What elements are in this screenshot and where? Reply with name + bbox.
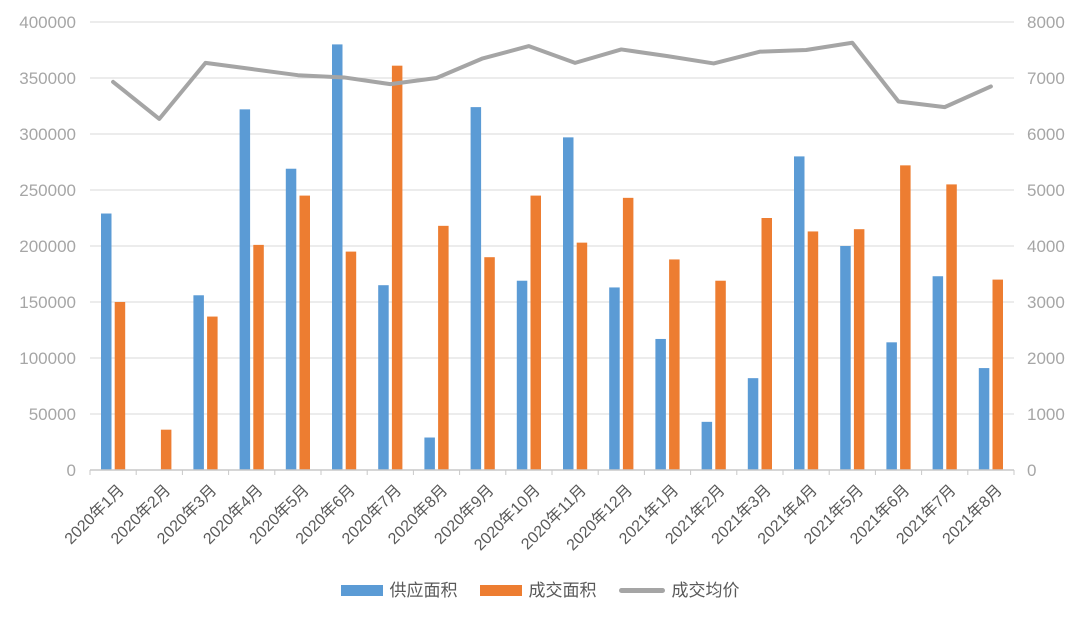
y-axis-right-tick-label: 3000 <box>1027 293 1065 312</box>
bar <box>576 242 588 470</box>
y-axis-left-tick-label: 300000 <box>19 125 76 144</box>
y-axis-left-tick-label: 350000 <box>19 69 76 88</box>
x-axis-labels: 2020年1月2020年2月2020年3月2020年4月2020年5月2020年… <box>61 481 1006 554</box>
y-axis-left-tick-label: 100000 <box>19 349 76 368</box>
bar <box>193 295 204 470</box>
legend-swatch-transaction-area <box>479 585 522 596</box>
bar <box>470 107 482 471</box>
bar <box>424 437 435 470</box>
bar <box>101 213 112 470</box>
y-axis-left-tick-label: 150000 <box>19 293 76 312</box>
y-axis-left-tick-label: 0 <box>67 461 76 480</box>
x-axis <box>89 469 1015 475</box>
bar <box>345 251 357 470</box>
y-axis-right-labels: 0 1000 2000 3000 4000 5000 6000 7000 8000 <box>1027 13 1065 480</box>
y-axis-right-tick-label: 6000 <box>1027 125 1065 144</box>
bar <box>114 302 126 470</box>
legend-item-transaction-area: 成交面积 <box>479 581 597 600</box>
y-axis-right-tick-label: 2000 <box>1027 349 1065 368</box>
bar <box>285 168 297 470</box>
legend-item-average-price: 成交均价 <box>618 581 740 600</box>
y-axis-right-tick-label: 0 <box>1027 461 1036 480</box>
legend-label-average-price: 成交均价 <box>671 581 740 600</box>
y-axis-left-tick-label: 200000 <box>19 237 76 256</box>
bar <box>239 109 251 471</box>
bar <box>332 44 343 471</box>
y-axis-left-tick-label: 50000 <box>29 405 76 424</box>
bars-supply-area <box>101 44 990 471</box>
bar <box>438 225 449 470</box>
gridlines <box>90 21 1014 415</box>
bar <box>932 276 944 470</box>
legend-label-supply-area: 供应面积 <box>389 581 458 600</box>
legend-swatch-average-price <box>618 588 665 593</box>
y-axis-right-tick-label: 8000 <box>1027 13 1065 32</box>
bar <box>946 184 957 470</box>
bar <box>299 195 310 470</box>
bar <box>516 280 528 470</box>
bar <box>853 229 865 470</box>
price-line <box>111 40 993 121</box>
bar <box>747 378 759 470</box>
bar <box>886 342 897 470</box>
bar <box>609 287 620 470</box>
bar <box>207 316 218 470</box>
bar <box>484 257 495 470</box>
chart-legend: 供应面积 成交面积 成交均价 <box>0 582 1080 599</box>
y-axis-right-tick-label: 5000 <box>1027 181 1065 200</box>
bar <box>992 279 1003 470</box>
bar <box>701 421 713 470</box>
y-axis-right-tick-label: 7000 <box>1027 69 1065 88</box>
y-axis-left-tick-label: 250000 <box>19 181 76 200</box>
legend-swatch-supply-area <box>340 585 383 596</box>
bar <box>978 368 990 470</box>
legend-item-supply-area: 供应面积 <box>340 581 458 600</box>
bar <box>669 259 680 470</box>
bar <box>761 218 772 470</box>
legend-label-transaction-area: 成交面积 <box>528 581 597 600</box>
y-axis-left-labels: 0 50000 100000 150000 200000 250000 300000 3500… <box>19 13 76 480</box>
bar <box>655 338 666 470</box>
bar <box>391 65 403 471</box>
y-axis-right-tick-label: 1000 <box>1027 405 1065 424</box>
bar <box>807 231 819 470</box>
bar <box>622 197 634 470</box>
bar <box>794 156 805 470</box>
price-polyline <box>111 40 993 121</box>
bar <box>253 244 264 470</box>
y-axis-right-tick-label: 4000 <box>1027 237 1065 256</box>
bar <box>840 246 851 470</box>
bar <box>530 195 541 470</box>
bar <box>900 165 911 471</box>
bars-transaction-area <box>114 65 1003 471</box>
bar <box>378 285 389 470</box>
bar <box>160 429 172 470</box>
bar <box>715 280 726 470</box>
y-axis-left-tick-label: 400000 <box>19 13 76 32</box>
bar <box>563 137 574 471</box>
